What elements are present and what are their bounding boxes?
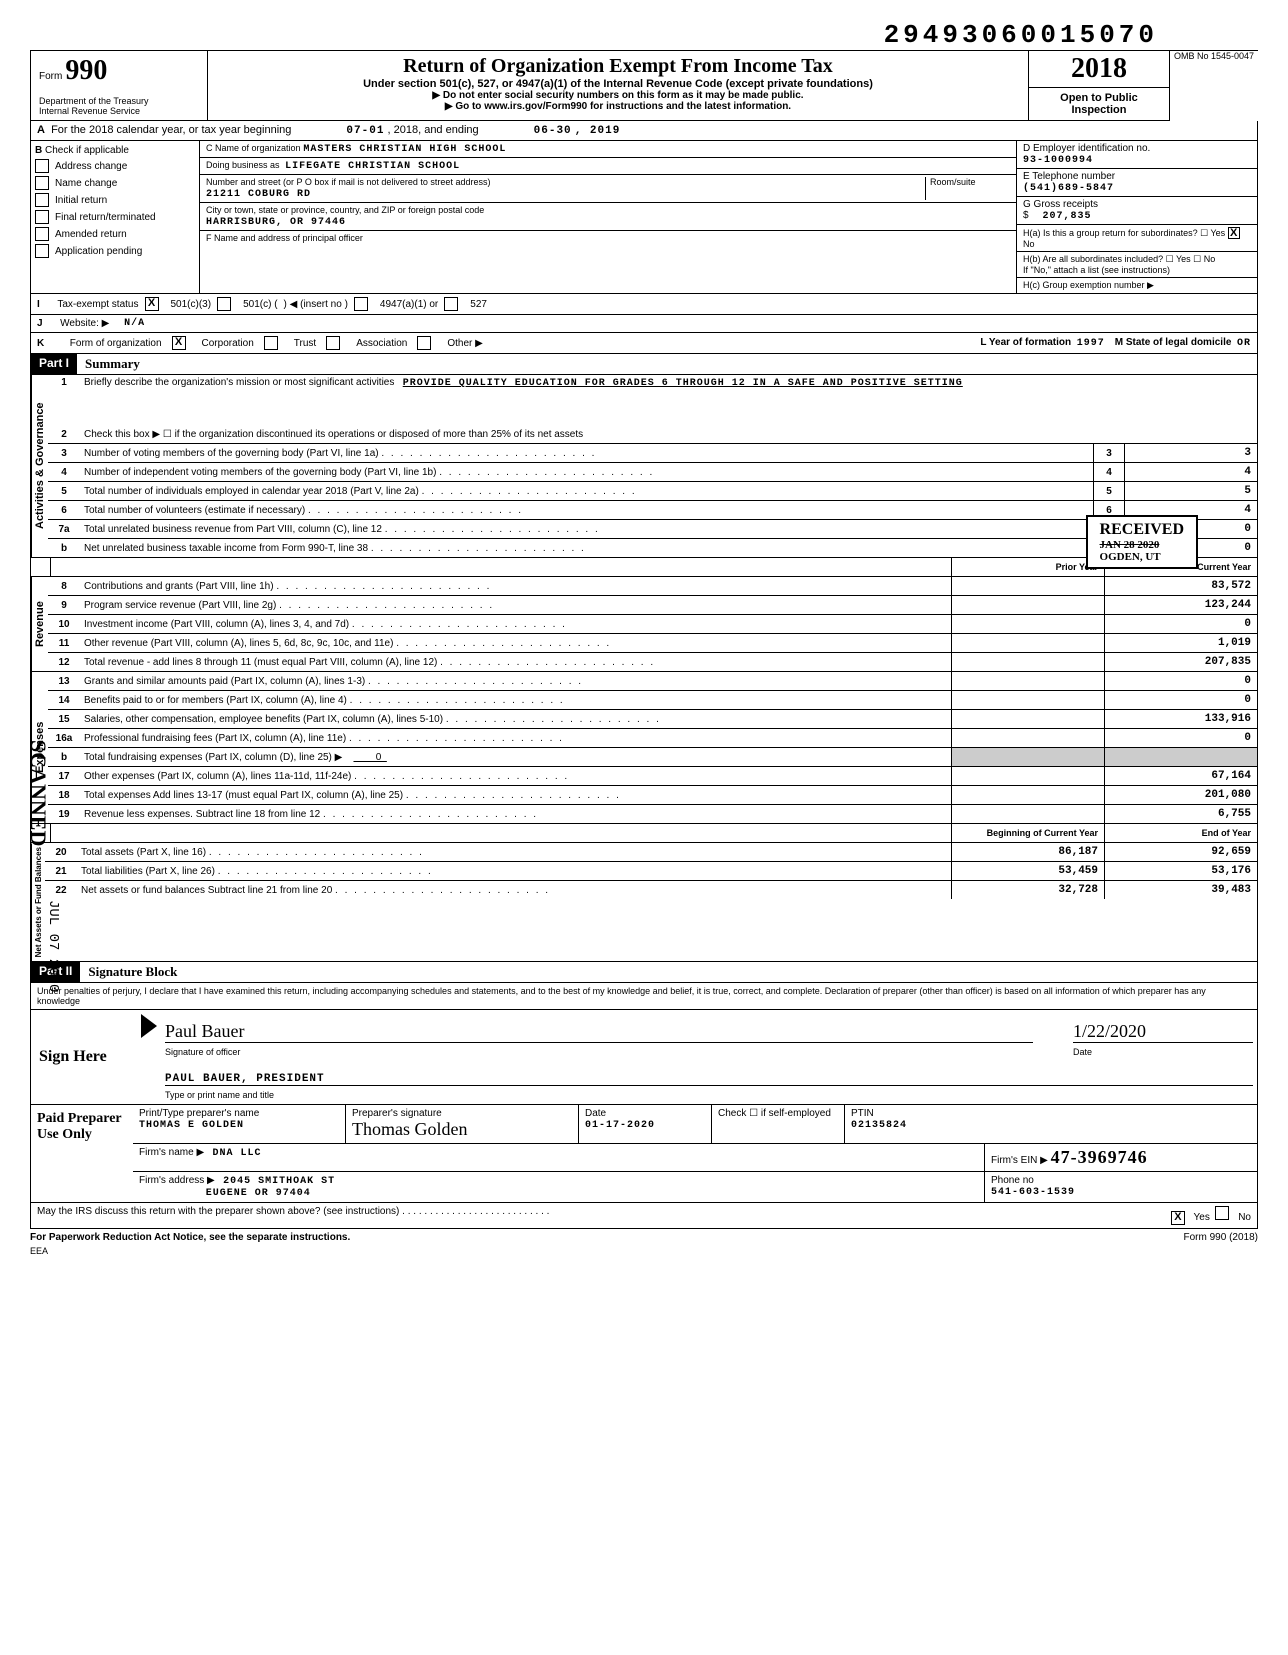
- part-1-header: Part I: [31, 354, 77, 374]
- city-state-zip: HARRISBURG, OR 97446: [206, 217, 346, 228]
- cb-discuss-no[interactable]: [1215, 1206, 1229, 1220]
- form-header: Form 990 Department of the Treasury Inte…: [30, 50, 1170, 121]
- discuss-row: May the IRS discuss this return with the…: [30, 1203, 1258, 1229]
- preparer-block: Paid Preparer Use Only Print/Type prepar…: [30, 1105, 1258, 1203]
- entity-block: B Check if applicable Address change Nam…: [30, 141, 1258, 294]
- check-applicable-label: Check if applicable: [45, 145, 129, 156]
- preparer-date: 01-17-2020: [585, 1120, 655, 1131]
- net-assets-label: Net Assets or Fund Balances: [31, 843, 45, 961]
- form-title: Return of Organization Exempt From Incom…: [212, 55, 1024, 78]
- cb-501c[interactable]: [217, 297, 231, 311]
- street-address: 21211 COBURG RD: [206, 189, 311, 200]
- begin-year-header: Beginning of Current Year: [951, 824, 1104, 842]
- cb-final-return[interactable]: [35, 210, 49, 224]
- phone: (541)689-5847: [1023, 183, 1114, 194]
- prior-year-header: Prior Year: [951, 558, 1104, 576]
- dept-irs: Internal Revenue Service: [39, 106, 199, 116]
- scanned-stamp: SCANNED: [25, 740, 51, 846]
- signature-date: 1/22/2020: [1073, 1021, 1146, 1042]
- officer-signature: Paul Bauer: [165, 1021, 244, 1042]
- cb-name-change[interactable]: [35, 176, 49, 190]
- section-revenue: Revenue 8Contributions and grants (Part …: [30, 577, 1258, 672]
- eea: EEA: [30, 1246, 1258, 1256]
- signature-block: Under penalties of perjury, I declare th…: [30, 983, 1258, 1105]
- part-2-title: Signature Block: [80, 962, 185, 982]
- cb-initial-return[interactable]: [35, 193, 49, 207]
- dba-name: LIFEGATE CHRISTIAN SCHOOL: [285, 161, 460, 172]
- officer-name: PAUL BAUER, PRESIDENT: [165, 1073, 325, 1085]
- subtitle-1: Under section 501(c), 527, or 4947(a)(1)…: [212, 78, 1024, 90]
- governance-label: Activities & Governance: [31, 375, 48, 557]
- row-i-tax-status: I Tax-exempt status 501(c)(3) 501(c) () …: [30, 294, 1258, 315]
- form-number: 990: [65, 55, 107, 86]
- omb-number: OMB No 1545-0047: [1170, 50, 1258, 61]
- cb-address-change[interactable]: [35, 159, 49, 173]
- ptin: 02135824: [851, 1120, 907, 1131]
- document-code: 29493060015070: [30, 20, 1258, 50]
- arrow-icon: [141, 1014, 157, 1038]
- section-governance: Activities & Governance 1 Briefly descri…: [30, 375, 1258, 558]
- dept-treasury: Department of the Treasury: [39, 96, 199, 106]
- preparer-signature: Thomas Golden: [352, 1119, 467, 1139]
- firm-address-1: 2045 SMITHOAK ST: [223, 1176, 335, 1187]
- firm-ein: 47-3969746: [1051, 1147, 1148, 1167]
- org-name: MASTERS CHRISTIAN HIGH SCHOOL: [303, 144, 506, 155]
- sign-here-label: Sign Here: [31, 1010, 137, 1104]
- cb-501c3[interactable]: [145, 297, 159, 311]
- cb-association[interactable]: [326, 336, 340, 350]
- subtitle-3: ▶ Go to www.irs.gov/Form990 for instruct…: [212, 101, 1024, 112]
- firm-address-2: EUGENE OR 97404: [206, 1188, 311, 1199]
- footer: For Paperwork Reduction Act Notice, see …: [30, 1229, 1258, 1246]
- tax-year: 2018: [1029, 51, 1169, 88]
- firm-phone: 541-603-1539: [991, 1187, 1075, 1198]
- cb-amended[interactable]: [35, 227, 49, 241]
- cb-527[interactable]: [444, 297, 458, 311]
- form-label: Form: [39, 71, 62, 82]
- received-stamp: RECEIVED JAN 28 2020 OGDEN, UT: [1086, 515, 1198, 569]
- gross-receipts: 207,835: [1042, 211, 1091, 222]
- part-1-title: Summary: [77, 354, 148, 374]
- section-expenses: Expenses 13Grants and similar amounts pa…: [30, 672, 1258, 824]
- cb-4947[interactable]: [354, 297, 368, 311]
- mission-text: PROVIDE QUALITY EDUCATION FOR GRADES 6 T…: [403, 378, 963, 389]
- firm-name: DNA LLC: [213, 1148, 262, 1159]
- scanned-date: JUL 07 2020: [45, 900, 61, 992]
- cb-pending[interactable]: [35, 244, 49, 258]
- open-public: Open to Public Inspection: [1029, 88, 1169, 120]
- paid-preparer-label: Paid Preparer Use Only: [31, 1105, 133, 1202]
- penalty-text: Under penalties of perjury, I declare th…: [31, 983, 1257, 1010]
- row-a-tax-year: A For the 2018 calendar year, or tax yea…: [30, 121, 1258, 141]
- end-year-header: End of Year: [1104, 824, 1257, 842]
- subtitle-2: ▶ Do not enter social security numbers o…: [212, 90, 1024, 101]
- cb-corporation[interactable]: [172, 336, 186, 350]
- section-net-assets: Net Assets or Fund Balances 20Total asse…: [30, 843, 1258, 962]
- row-k-form-org: K Form of organization Corporation Trust…: [30, 333, 1258, 354]
- ein: 93-1000994: [1023, 155, 1093, 166]
- cb-discuss-yes[interactable]: [1171, 1211, 1185, 1225]
- cb-trust[interactable]: [264, 336, 278, 350]
- row-j-website: J Website: ▶ N/A: [30, 315, 1258, 333]
- revenue-label: Revenue: [31, 577, 48, 671]
- cb-other[interactable]: [417, 336, 431, 350]
- preparer-name: THOMAS E GOLDEN: [139, 1120, 244, 1131]
